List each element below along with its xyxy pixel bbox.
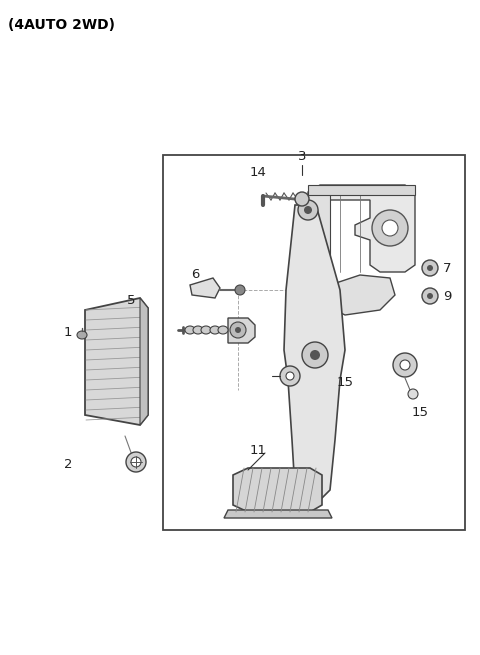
- Ellipse shape: [193, 326, 203, 334]
- Ellipse shape: [286, 372, 294, 380]
- Ellipse shape: [295, 192, 309, 206]
- Text: (4AUTO 2WD): (4AUTO 2WD): [8, 18, 115, 32]
- Ellipse shape: [400, 360, 410, 370]
- Ellipse shape: [235, 327, 241, 333]
- Ellipse shape: [185, 326, 195, 334]
- Text: 11: 11: [250, 443, 266, 457]
- Ellipse shape: [298, 200, 318, 220]
- Ellipse shape: [427, 293, 433, 299]
- Ellipse shape: [422, 260, 438, 276]
- Ellipse shape: [280, 366, 300, 386]
- Polygon shape: [325, 275, 395, 315]
- Text: 2: 2: [64, 458, 72, 472]
- Ellipse shape: [304, 206, 312, 214]
- Polygon shape: [140, 298, 148, 425]
- Text: 15: 15: [411, 407, 429, 419]
- Text: 3: 3: [298, 151, 306, 164]
- Ellipse shape: [310, 350, 320, 360]
- Text: 7: 7: [443, 261, 451, 274]
- Polygon shape: [233, 468, 322, 512]
- Text: 5: 5: [127, 293, 135, 307]
- Ellipse shape: [218, 326, 228, 334]
- Ellipse shape: [230, 322, 246, 338]
- Ellipse shape: [235, 285, 245, 295]
- Polygon shape: [284, 205, 345, 500]
- Ellipse shape: [77, 331, 87, 339]
- Polygon shape: [224, 510, 332, 518]
- Ellipse shape: [372, 210, 408, 246]
- Polygon shape: [308, 192, 330, 270]
- Bar: [163, 155, 465, 530]
- Ellipse shape: [422, 288, 438, 304]
- Ellipse shape: [131, 457, 141, 467]
- Ellipse shape: [201, 326, 211, 334]
- Polygon shape: [85, 298, 148, 425]
- Ellipse shape: [302, 342, 328, 368]
- Ellipse shape: [427, 265, 433, 271]
- Text: 9: 9: [443, 290, 451, 303]
- Text: 15: 15: [336, 377, 353, 390]
- Text: 6: 6: [191, 269, 199, 282]
- Polygon shape: [308, 185, 415, 272]
- Ellipse shape: [210, 326, 220, 334]
- Polygon shape: [308, 185, 415, 195]
- Ellipse shape: [393, 353, 417, 377]
- Ellipse shape: [408, 389, 418, 399]
- Ellipse shape: [126, 452, 146, 472]
- Text: 14: 14: [250, 166, 266, 179]
- Polygon shape: [190, 278, 220, 298]
- Polygon shape: [228, 318, 255, 343]
- Ellipse shape: [382, 220, 398, 236]
- Text: 1: 1: [64, 326, 72, 339]
